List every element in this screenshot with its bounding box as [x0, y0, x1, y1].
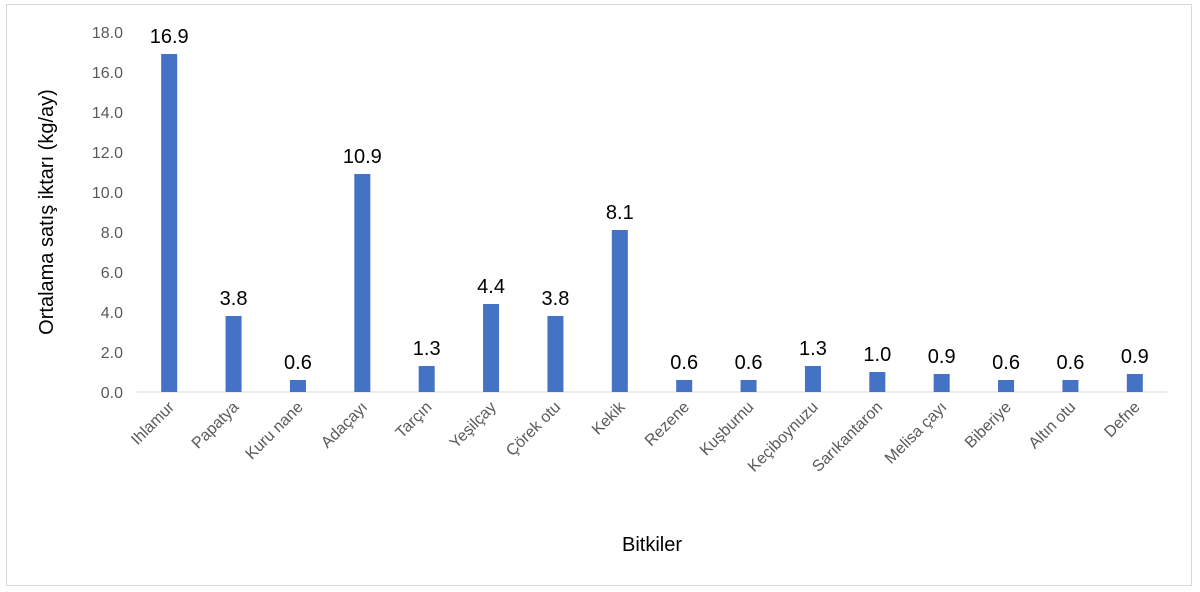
bar — [289, 380, 306, 392]
bar-chart: 0.0 2.0 4.0 6.0 8.0 10.0 12.0 14.0 16.0 18.0 16.9… — [36, 25, 1167, 556]
data-label: 4.4 — [477, 276, 505, 298]
bar — [611, 230, 628, 392]
y-tick-label: 14.0 — [92, 105, 123, 122]
bar — [998, 380, 1015, 392]
category-label: Biberiye — [962, 399, 1015, 452]
x-axis-title: Bitkiler — [622, 534, 682, 556]
y-tick-label: 6.0 — [101, 265, 123, 282]
category-label: Yeşilçay — [447, 399, 500, 452]
category-label: Melisa çayı — [882, 399, 951, 468]
data-labels: 16.9 3.8 0.6 10.9 1.3 4.4 3.8 8.1 0.6 0.6 1.3 1.0 0.… — [150, 26, 1149, 374]
y-tick-label: 4.0 — [101, 305, 123, 322]
bar — [225, 316, 242, 392]
bar — [354, 174, 371, 392]
data-label: 0.6 — [284, 352, 312, 374]
data-label: 8.1 — [606, 202, 634, 224]
data-label: 10.9 — [343, 146, 382, 168]
x-axis-category-labels: Ihlamur Papatya Kuru nane Adaçayı Tarçın Yeşi… — [128, 398, 1143, 476]
category-label: Papatya — [189, 399, 243, 453]
category-label: Altın otu — [1026, 399, 1080, 453]
data-label: 0.6 — [1057, 352, 1085, 374]
y-tick-label: 12.0 — [92, 145, 123, 162]
data-label: 16.9 — [150, 26, 189, 48]
data-label: 0.6 — [992, 352, 1020, 374]
data-label: 1.3 — [413, 338, 441, 360]
y-tick-label: 8.0 — [101, 225, 123, 242]
data-label: 0.6 — [670, 352, 698, 374]
category-label: Adaçayı — [318, 399, 371, 452]
bar — [161, 54, 178, 392]
bar — [547, 316, 564, 392]
bar — [676, 380, 693, 392]
bar — [1126, 374, 1143, 392]
bar — [869, 372, 886, 392]
category-label: Rezene — [642, 399, 693, 450]
category-label: Tarçın — [393, 399, 436, 442]
bar — [418, 366, 435, 392]
y-axis-title: Ortalama satış iktarı (kg/ay) — [36, 89, 58, 335]
data-label: 0.6 — [735, 352, 763, 374]
category-label: Kekik — [589, 398, 629, 438]
category-label: Kuru nane — [243, 399, 307, 463]
y-axis-ticks: 0.0 2.0 4.0 6.0 8.0 10.0 12.0 14.0 16.0 18.0 — [92, 25, 123, 402]
category-label: Kuşburnu — [697, 399, 757, 459]
y-tick-label: 18.0 — [92, 25, 123, 42]
data-label: 0.9 — [928, 346, 956, 368]
y-tick-label: 10.0 — [92, 185, 123, 202]
bar — [804, 366, 821, 392]
data-label: 1.0 — [863, 344, 891, 366]
chart-frame: 0.0 2.0 4.0 6.0 8.0 10.0 12.0 14.0 16.0 18.0 16.9… — [6, 4, 1192, 586]
y-tick-label: 2.0 — [101, 345, 123, 362]
bar — [933, 374, 950, 392]
y-tick-label: 16.0 — [92, 65, 123, 82]
bars — [161, 54, 1143, 392]
bar — [1062, 380, 1079, 392]
category-label: Defne — [1101, 399, 1143, 441]
y-tick-label: 0.0 — [101, 385, 123, 402]
data-label: 3.8 — [220, 288, 248, 310]
category-label: Çörek otu — [503, 399, 564, 460]
data-label: 3.8 — [542, 288, 570, 310]
data-label: 0.9 — [1121, 346, 1149, 368]
category-label: Ihlamur — [128, 398, 178, 448]
bar — [740, 380, 757, 392]
bar — [483, 304, 500, 392]
data-label: 1.3 — [799, 338, 827, 360]
